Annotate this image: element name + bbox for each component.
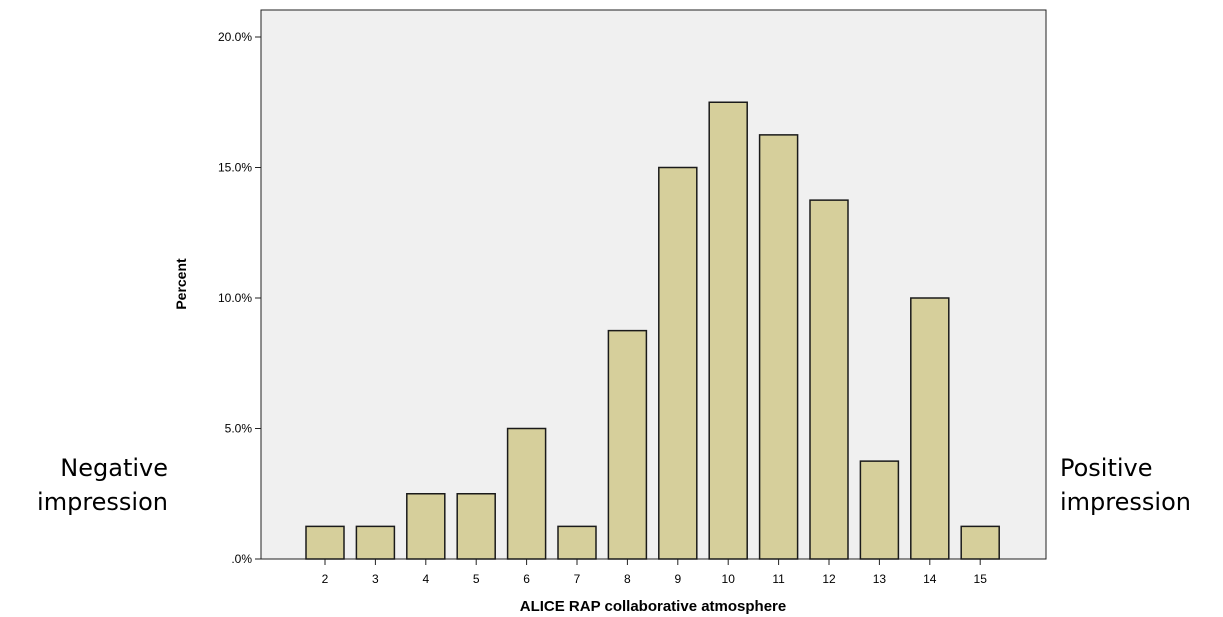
y-axis: .0% 5.0% 10.0% 15.0% 20.0%: [218, 30, 261, 566]
x-tick-label: 15: [974, 572, 988, 586]
bars: [305, 101, 1000, 560]
positive-line-1: Positive: [1060, 454, 1153, 482]
bar-10: [708, 101, 748, 560]
y-tick-label: 10.0%: [218, 291, 252, 305]
bar-3: [355, 525, 396, 560]
bar-2: [305, 525, 345, 560]
bar-5: [456, 493, 496, 560]
negative-impression-label: Negative impression: [8, 451, 168, 519]
bar-9: [658, 166, 698, 560]
bar-14: [910, 297, 950, 560]
x-axis: 2 3 4 5 6 7 8 9 10 11 12 13 14 15: [322, 559, 988, 586]
y-tick-label: 15.0%: [218, 161, 252, 175]
bar-13: [859, 460, 900, 560]
bar-4: [406, 493, 446, 560]
x-tick-label: 10: [722, 572, 736, 586]
x-tick-label: 5: [473, 572, 480, 586]
x-tick-label: 11: [772, 572, 785, 586]
x-tick-label: 4: [422, 572, 429, 586]
x-tick-label: 6: [523, 572, 530, 586]
x-tick-label: 14: [923, 572, 937, 586]
bar-6: [506, 427, 547, 560]
y-tick-label: 5.0%: [225, 422, 253, 436]
x-tick-label: 9: [674, 572, 681, 586]
x-tick-label: 13: [873, 572, 887, 586]
x-tick-label: 8: [624, 572, 631, 586]
bar-8: [607, 329, 648, 560]
bar-15: [960, 525, 1000, 560]
negative-line-2: impression: [37, 488, 168, 516]
positive-impression-label: Positive impression: [1060, 451, 1220, 519]
x-tick-label: 7: [574, 572, 581, 586]
y-axis-label: Percent: [173, 258, 189, 310]
x-tick-label: 3: [372, 572, 379, 586]
bar-11: [758, 134, 799, 560]
bar-7: [557, 525, 597, 560]
x-axis-label: ALICE RAP collaborative atmosphere: [520, 598, 786, 615]
positive-line-2: impression: [1060, 488, 1191, 516]
x-tick-label: 2: [322, 572, 329, 586]
x-tick-label: 12: [822, 572, 836, 586]
y-tick-label: 20.0%: [218, 30, 252, 44]
bar-12: [809, 199, 849, 560]
negative-line-1: Negative: [60, 454, 168, 482]
y-tick-label: .0%: [231, 552, 252, 566]
